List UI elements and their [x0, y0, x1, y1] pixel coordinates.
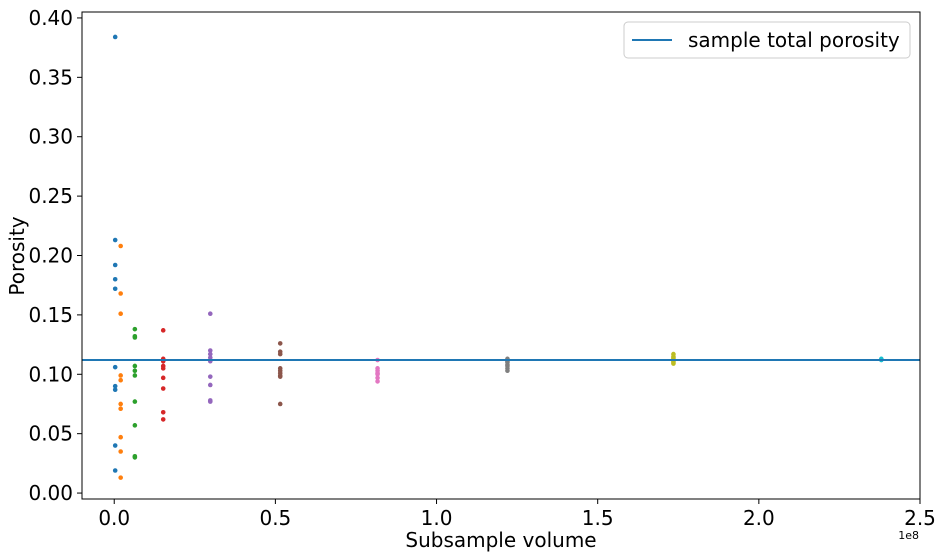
data-point-s1-8 [118, 449, 123, 454]
y-tick-label: 0.30 [28, 125, 73, 149]
data-point-s1-1 [118, 291, 123, 296]
data-point-s1-9 [118, 475, 123, 480]
data-point-s2-5 [132, 373, 138, 378]
data-point-s5-0 [277, 341, 283, 346]
data-point-s2-7 [132, 423, 138, 428]
data-point-s0-8 [112, 443, 118, 448]
data-point-s3-5 [160, 375, 166, 381]
data-point-s3-0 [160, 328, 166, 333]
y-tick-label: 0.25 [28, 184, 73, 208]
y-axis-label: Porosity [5, 216, 29, 295]
data-point-s3-7 [160, 409, 166, 415]
x-tick-label: 2.0 [743, 506, 775, 530]
data-point-s6-6 [375, 379, 380, 384]
x-axis-offset-label: 1e8 [898, 529, 919, 542]
data-point-s0-3 [112, 276, 118, 282]
data-point-s0-4 [112, 286, 118, 292]
data-point-s2-2 [132, 335, 138, 340]
data-point-s8-7 [671, 361, 676, 366]
data-point-s0-0 [112, 34, 118, 40]
y-tick-label: 0.20 [28, 244, 73, 268]
x-tick-label: 0.5 [259, 506, 291, 530]
data-point-s4-1 [207, 348, 213, 353]
y-tick-label: 0.05 [28, 422, 73, 446]
legend: sample total porosity [623, 21, 911, 59]
data-points [112, 34, 884, 480]
y-tick-label: 0.40 [28, 6, 73, 30]
data-point-s3-4 [160, 366, 166, 371]
data-point-s4-3 [207, 355, 213, 360]
y-tick-label: 0.35 [28, 65, 73, 89]
data-point-s5-8 [277, 401, 283, 407]
y-tick-label: 0.10 [28, 362, 73, 386]
data-point-s1-6 [118, 406, 123, 412]
data-point-s2-0 [132, 326, 138, 332]
data-point-s1-2 [118, 311, 123, 317]
data-point-s4-0 [207, 311, 213, 317]
data-point-s4-6 [207, 382, 213, 388]
data-point-s6-5 [375, 375, 380, 381]
x-tick-label: 1.5 [582, 506, 614, 530]
data-point-s0-5 [112, 364, 118, 370]
y-axis-ticks: 0.00 0.05 0.10 0.15 0.20 0.25 0.30 0.35 0.40 [28, 6, 82, 505]
x-axis-ticks: 0.0 0.5 1.0 1.5 2.0 2.5 [98, 499, 936, 530]
data-point-s4-5 [207, 374, 213, 379]
data-point-s7-6 [505, 368, 510, 374]
x-axis-label: Subsample volume [405, 528, 596, 552]
data-point-s5-7 [277, 374, 283, 379]
data-point-s1-4 [118, 377, 123, 383]
data-point-s1-7 [118, 434, 123, 440]
data-point-s2-4 [132, 368, 138, 374]
plot-frame [81, 11, 921, 500]
x-tick-label: 2.5 [904, 506, 936, 530]
data-point-s1-0 [118, 243, 123, 249]
legend-box [623, 21, 911, 59]
data-point-s0-6 [112, 383, 118, 389]
data-point-s1-3 [118, 373, 123, 378]
data-point-s2-9 [132, 455, 138, 460]
data-point-s0-2 [112, 262, 118, 268]
x-tick-label: 1.0 [421, 506, 453, 530]
data-point-s1-5 [118, 401, 123, 407]
data-point-s6-4 [375, 371, 380, 377]
data-point-s2-3 [132, 363, 138, 369]
y-tick-label: 0.15 [28, 303, 73, 327]
y-tick-label: 0.00 [28, 481, 73, 505]
x-tick-label: 0.0 [98, 506, 130, 530]
data-point-s0-9 [112, 468, 118, 473]
data-point-s0-1 [112, 237, 118, 243]
data-point-s5-2 [277, 351, 283, 357]
data-point-s3-8 [160, 417, 166, 422]
data-point-s4-2 [207, 351, 213, 357]
data-point-s3-6 [160, 386, 166, 391]
data-point-s0-7 [112, 387, 118, 393]
data-point-s2-6 [132, 399, 138, 404]
legend-label: sample total porosity [688, 28, 900, 52]
data-point-s4-8 [207, 399, 213, 404]
